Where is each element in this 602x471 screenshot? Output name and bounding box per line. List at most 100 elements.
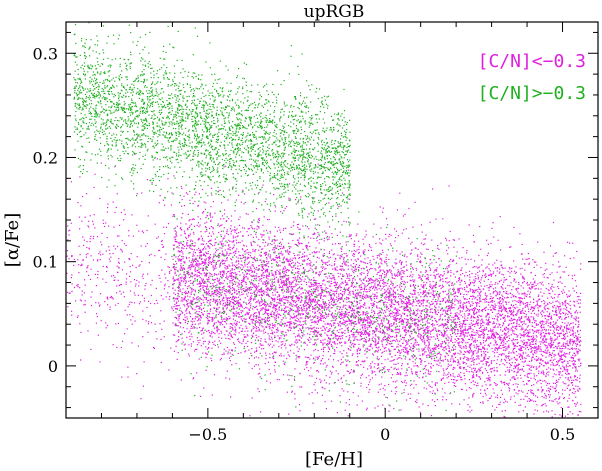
data-point [322,307,324,309]
data-point [189,233,191,235]
data-point [429,347,431,349]
data-point [388,370,390,372]
data-point [533,301,535,304]
data-point [188,353,190,355]
data-point [530,366,532,368]
data-point [301,309,303,311]
data-point [183,292,185,294]
data-point [376,301,378,304]
data-point [543,411,545,413]
data-point [554,311,557,313]
data-point [289,311,291,313]
data-point [525,323,527,325]
data-point [478,327,481,329]
data-point [471,308,473,310]
data-point [313,384,315,386]
data-point [219,359,221,361]
data-point [379,274,381,277]
data-point [575,403,577,405]
data-point [300,324,303,326]
data-point [522,312,524,314]
data-point [393,298,395,300]
data-point [363,283,365,285]
data-point [358,321,360,323]
data-point [215,300,217,302]
data-point [473,282,475,284]
data-point [571,357,573,359]
data-point [514,307,516,309]
data-point [380,279,382,281]
data-point [342,268,344,270]
data-point [346,324,348,326]
data-point [211,292,213,294]
data-point [220,218,222,220]
data-point [520,348,522,350]
data-point [542,370,544,372]
data-point [528,287,530,289]
data-point [463,336,465,338]
data-point [289,329,292,331]
data-point [205,251,207,253]
data-point [320,327,322,329]
data-point [189,247,191,249]
data-point [236,302,238,304]
data-point [462,330,464,332]
data-point [351,354,353,356]
data-point [513,311,515,313]
data-point [327,346,329,348]
data-point [383,347,385,349]
data-point [263,348,265,350]
data-point [177,270,179,272]
data-point [301,256,303,258]
data-point [202,247,205,250]
data-point [441,319,443,321]
data-point [324,230,326,232]
data-point [186,309,188,311]
data-point [370,249,373,251]
data-point [197,305,199,307]
data-point [523,343,525,345]
data-point [291,305,293,307]
data-point [268,282,270,284]
data-point [467,409,469,411]
data-point [342,331,344,333]
data-point [408,366,410,368]
data-point [394,278,396,280]
data-point [366,407,368,409]
data-point [249,289,251,291]
data-point [189,316,191,318]
data-point [405,325,408,327]
data-point [480,351,482,353]
data-point [537,241,539,243]
data-point [262,234,264,236]
data-point [201,328,204,330]
data-point [370,327,372,329]
data-point [400,320,402,322]
data-point [238,280,240,282]
data-point [499,271,501,273]
data-point [414,318,416,320]
data-point [295,358,297,360]
data-point [174,271,176,273]
data-point [458,318,460,320]
data-point [189,338,191,340]
data-point [228,248,230,250]
data-point [480,324,482,326]
data-point [282,280,284,282]
data-point [222,308,224,310]
data-point [468,312,470,315]
data-point [403,392,405,394]
data-point [498,353,500,356]
data-point [183,279,185,281]
data-point [420,284,422,286]
data-point [406,302,408,304]
data-point [482,347,484,350]
data-point [545,288,547,290]
data-point [267,324,269,326]
data-point [487,278,489,281]
data-point [434,269,436,271]
data-point [405,382,407,384]
data-point [332,290,334,292]
data-point [288,413,290,415]
data-point [442,275,444,277]
